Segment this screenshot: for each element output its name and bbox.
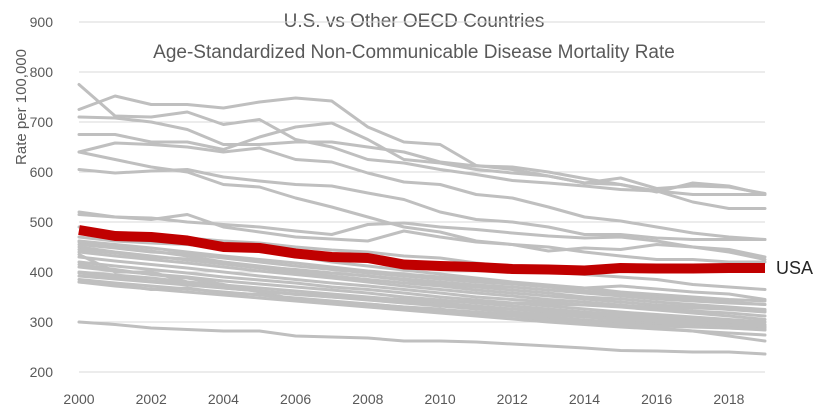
y-tick-label: 300	[30, 314, 54, 330]
other-country-line	[77, 210, 767, 259]
other-country-line	[77, 121, 767, 196]
y-tick-label: 800	[30, 64, 54, 80]
y-axis-ticks: 200 300 400 500 600 700 800 900	[30, 14, 54, 380]
other-oecd-series	[77, 83, 767, 356]
chart-title-line-2: Age-Standardized Non-Communicable Diseas…	[153, 42, 675, 63]
x-tick-label: 2004	[208, 391, 239, 407]
other-country-line	[77, 83, 767, 196]
y-tick-label: 900	[30, 14, 54, 30]
other-country-line	[77, 248, 767, 306]
x-tick-label: 2014	[569, 391, 600, 407]
usa-series-label: USA	[776, 258, 813, 278]
other-country-line	[77, 320, 767, 356]
x-tick-label: 2010	[424, 391, 455, 407]
other-country-line	[77, 141, 767, 241]
y-tick-label: 700	[30, 114, 54, 130]
other-country-line	[77, 260, 767, 324]
other-country-line	[77, 213, 767, 261]
x-tick-label: 2012	[497, 391, 528, 407]
other-country-line	[77, 280, 767, 343]
other-country-line	[77, 239, 767, 301]
y-axis-label: Rate per 100,000	[13, 49, 30, 165]
other-country-line	[77, 271, 767, 328]
y-tick-label: 500	[30, 214, 54, 230]
y-tick-label: 600	[30, 164, 54, 180]
x-tick-label: 2002	[136, 391, 167, 407]
x-axis-ticks: 2000 2002 2004 2006 2008 2010 2012 2014 2016 2018	[63, 391, 744, 407]
x-tick-label: 2000	[63, 391, 94, 407]
usa-series-group	[78, 225, 765, 276]
other-country-line	[77, 168, 767, 241]
other-country-line	[77, 255, 767, 321]
y-tick-label: 400	[30, 264, 54, 280]
other-country-line	[77, 243, 767, 306]
x-tick-label: 2016	[641, 391, 672, 407]
x-tick-label: 2008	[352, 391, 383, 407]
x-tick-label: 2018	[713, 391, 744, 407]
usa-line	[78, 225, 765, 276]
other-country-line	[77, 150, 767, 264]
x-tick-label: 2006	[280, 391, 311, 407]
y-tick-label: 200	[30, 364, 54, 380]
other-country-line	[77, 94, 767, 195]
